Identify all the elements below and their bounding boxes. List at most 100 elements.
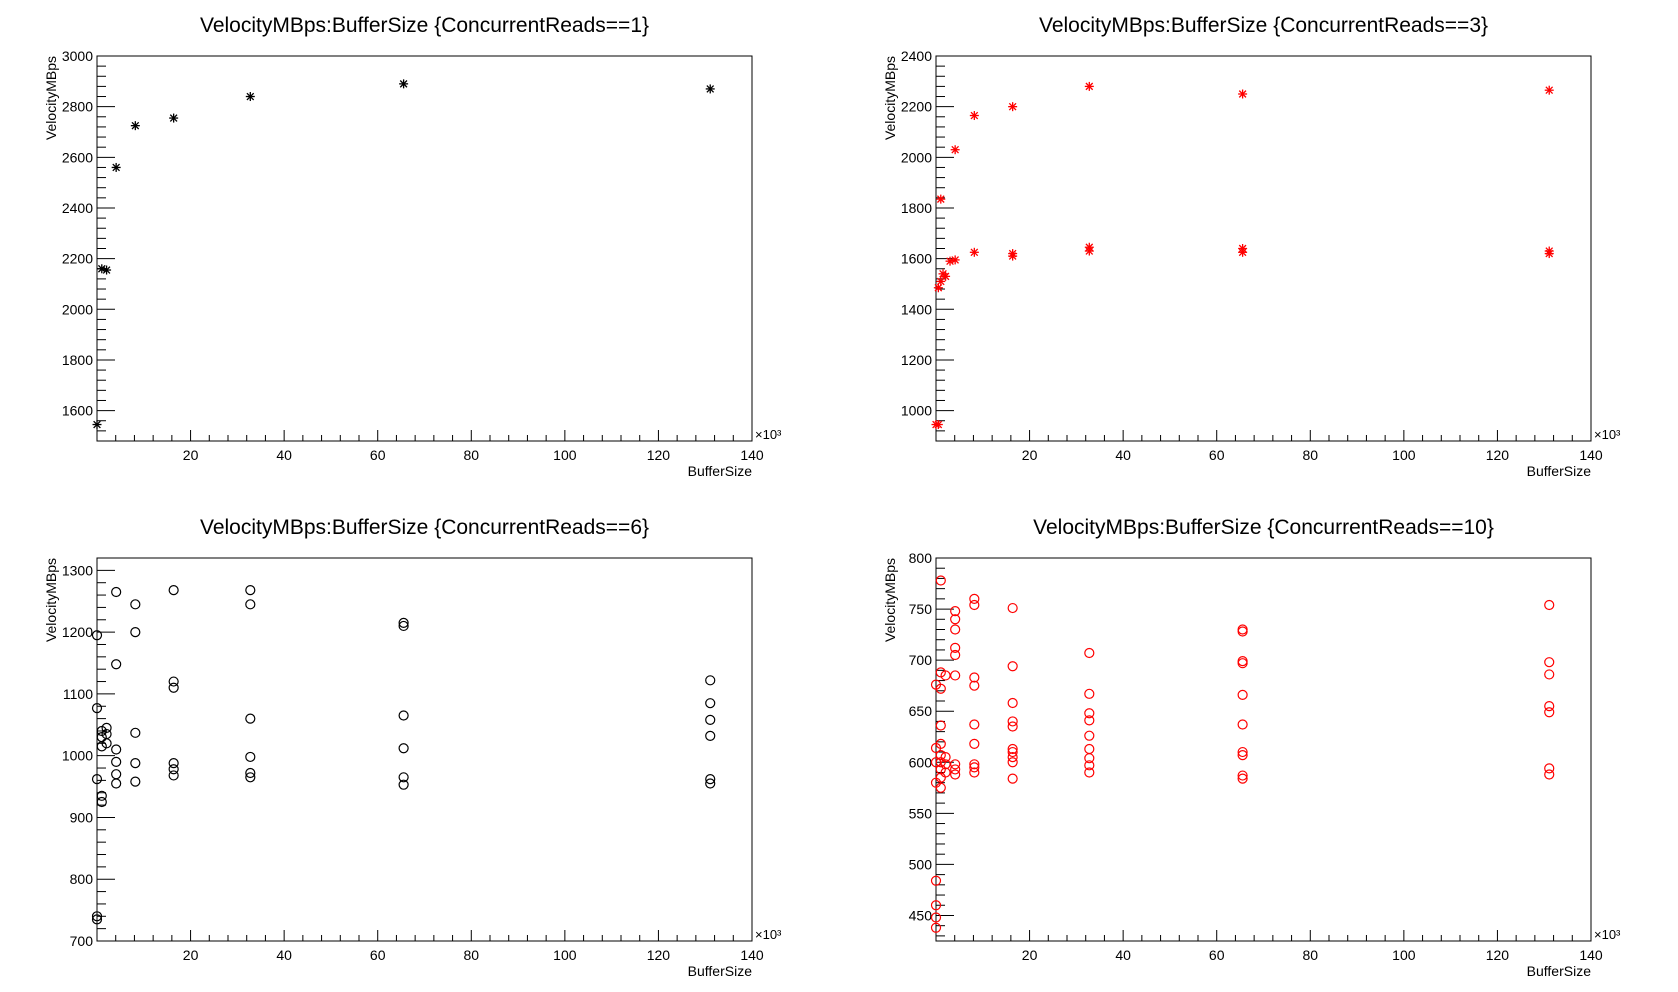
data-point [111,744,122,755]
data-point [130,599,141,610]
x-tick-label: 80 [1302,447,1318,463]
data-point [91,911,103,922]
data-point [1237,719,1248,730]
data-point [1084,708,1095,719]
data-point [950,649,961,661]
y-tick-label: 1200 [62,624,93,640]
data-point [1237,770,1248,781]
data-point [705,675,716,686]
data-point [1008,249,1018,259]
scatter-plot-1: VelocityMBps:BufferSize {ConcurrentReads… [43,14,782,479]
data-point [168,757,179,769]
data-point [969,111,979,121]
data-point [101,722,112,733]
x-tick-label: 20 [1022,447,1038,463]
data-point [1084,242,1094,252]
y-tick-label: 2800 [62,99,93,115]
data-point [245,92,255,102]
x-tick-label: 80 [463,447,479,463]
data-point [1237,658,1248,669]
chart-title: VelocityMBps:BufferSize {ConcurrentReads… [200,516,649,539]
x-tick-label: 60 [370,947,386,963]
y-tick-label: 1400 [901,301,932,317]
data-point [705,714,716,725]
plot-frame [935,557,1592,942]
data-point [130,757,141,769]
x-multiplier-label: ×10³ [755,927,782,942]
panel-concurrent-reads-1: VelocityMBps:BufferSize {ConcurrentReads… [0,0,839,493]
data-point [935,750,946,761]
data-point [941,271,951,281]
data-point [398,710,409,721]
data-point [1084,760,1095,771]
data-point [168,585,179,596]
data-point [930,757,942,768]
data-point [935,683,946,694]
data-point [111,586,122,598]
x-tick-label: 80 [1302,947,1318,963]
data-point [969,599,980,611]
data-point [245,713,256,724]
x-tick-label: 40 [276,947,292,963]
x-tick-label: 140 [1579,947,1603,963]
data-point [1007,602,1018,614]
plot-frame [935,55,1592,442]
data-point [130,727,141,738]
x-multiplier-label: ×10³ [1594,427,1621,442]
data-point [1007,773,1018,784]
y-tick-label: 450 [909,907,933,923]
y-tick-label: 1800 [62,352,93,368]
y-tick-label: 2000 [901,149,932,165]
data-point [969,672,980,683]
data-point [399,79,409,89]
data-point [935,738,946,749]
data-point [101,728,112,740]
x-tick-label: 120 [1486,447,1510,463]
data-point [1007,746,1018,758]
plot-frame [96,55,753,442]
y-tick-label: 1200 [901,352,932,368]
data-point [969,759,980,770]
x-tick-label: 60 [1209,947,1225,963]
data-point [940,752,951,763]
data-point [1237,626,1248,637]
data-point [1544,599,1555,611]
y-tick-label: 2400 [901,48,932,64]
y-axis-label: VelocityMBps [882,56,898,140]
data-point [1238,244,1248,253]
x-axis-label: BufferSize [1527,963,1592,979]
data-point [950,759,961,770]
data-point [245,767,256,779]
data-point [950,255,960,265]
y-tick-label: 900 [70,809,94,825]
data-point [930,875,942,886]
data-point [933,420,943,430]
data-point [111,162,121,172]
data-point [1084,715,1095,726]
data-point [111,659,122,670]
x-tick-label: 140 [740,447,764,463]
data-point [935,720,946,731]
data-point [1544,763,1555,774]
data-point [130,121,140,131]
x-tick-label: 60 [1209,447,1225,463]
y-tick-label: 1100 [63,686,93,702]
data-point [168,770,179,781]
data-point [1544,669,1555,680]
x-tick-label: 80 [463,947,479,963]
y-tick-label: 2400 [62,200,93,216]
data-point [245,599,256,610]
x-tick-label: 20 [183,447,199,463]
data-point [969,719,980,730]
data-point [1007,661,1018,672]
x-multiplier-label: ×10³ [1594,927,1621,942]
data-point [950,764,961,775]
y-tick-label: 550 [909,805,933,821]
data-point [969,680,980,691]
data-point [705,774,716,785]
data-point [950,769,961,780]
data-point [92,420,102,430]
data-point [168,682,179,693]
y-axis-label: VelocityMBps [882,558,898,642]
data-point [91,914,103,925]
